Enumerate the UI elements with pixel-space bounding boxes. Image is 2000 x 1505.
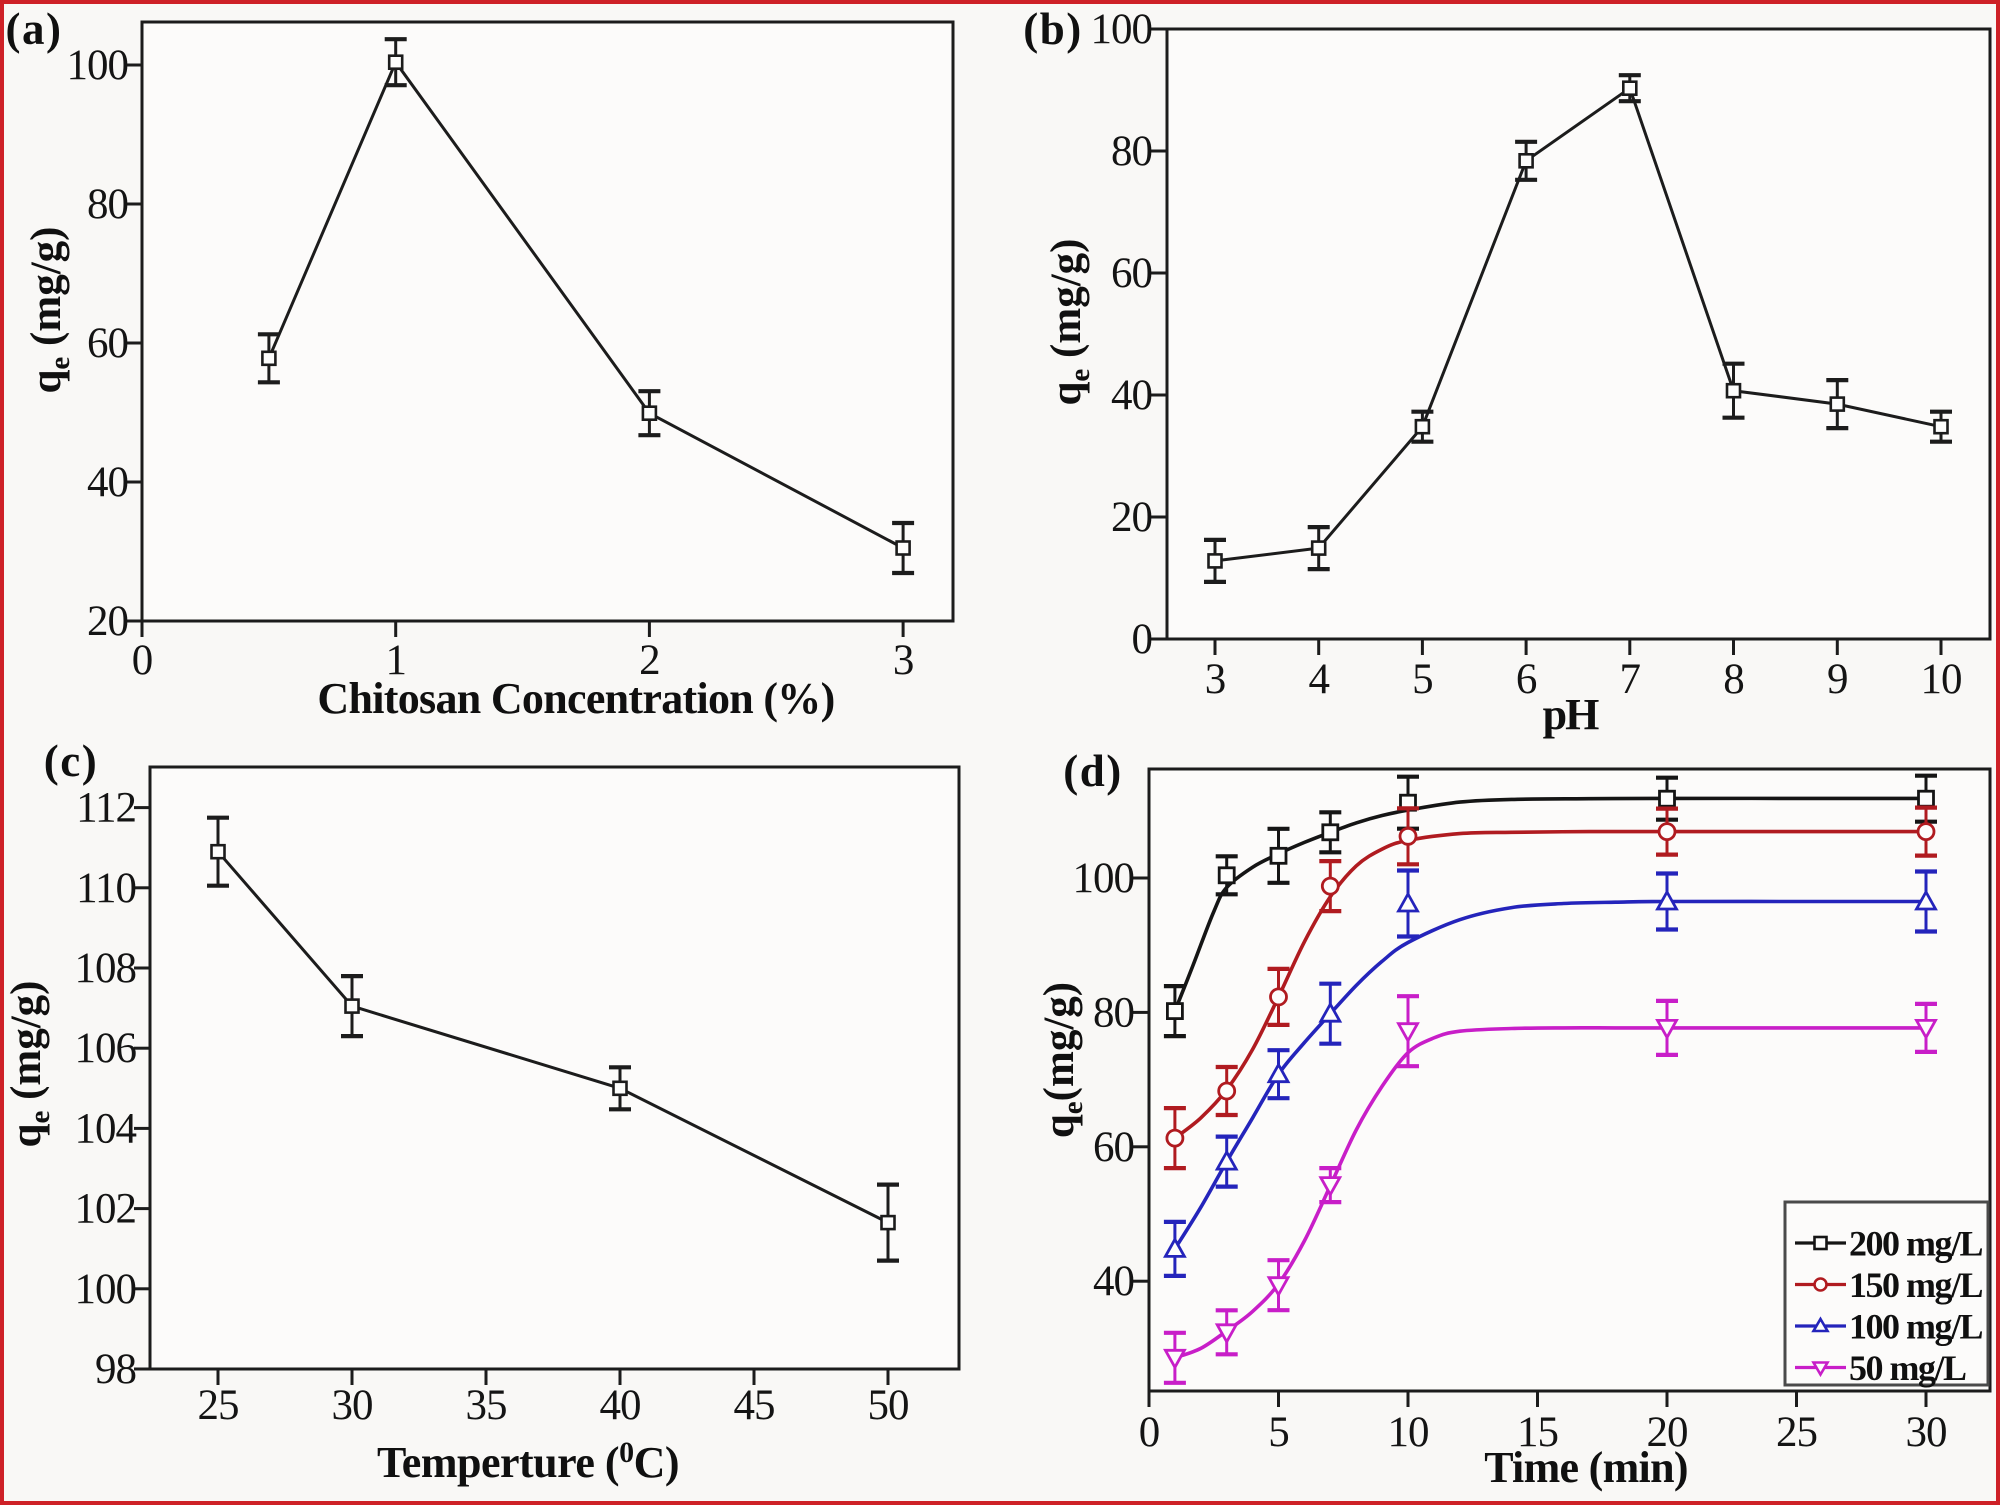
svg-text:4: 4 [1308,656,1329,703]
svg-text:(d): (d) [1063,746,1123,796]
svg-text:7: 7 [1620,656,1641,703]
svg-text:60: 60 [1111,250,1152,297]
svg-text:106: 106 [75,1025,137,1072]
svg-text:108: 108 [75,945,137,992]
svg-text:10: 10 [1921,656,1962,703]
svg-text:80: 80 [1111,128,1152,175]
svg-text:20: 20 [1111,494,1152,541]
svg-text:80: 80 [1093,989,1134,1036]
svg-text:20: 20 [1647,1409,1688,1456]
svg-text:0: 0 [132,637,153,684]
svg-text:50 mg/L: 50 mg/L [1849,1348,1966,1388]
svg-text:100: 100 [1091,6,1153,53]
svg-text:pH: pH [1543,690,1599,739]
svg-text:2: 2 [639,637,660,684]
svg-text:Temperture (0C): Temperture (0C) [377,1436,679,1487]
svg-text:25: 25 [198,1382,239,1429]
svg-text:100: 100 [67,42,129,89]
svg-text:0: 0 [1132,616,1153,663]
svg-text:40: 40 [1111,372,1152,419]
svg-text:3: 3 [893,637,914,684]
svg-text:98: 98 [95,1346,136,1393]
svg-text:qe(mg/g): qe(mg/g) [1036,982,1089,1138]
svg-text:5: 5 [1268,1409,1289,1456]
svg-text:110: 110 [76,865,136,912]
svg-text:8: 8 [1723,656,1744,703]
svg-text:20: 20 [87,598,128,645]
svg-text:6: 6 [1516,656,1537,703]
svg-text:100: 100 [1073,855,1135,902]
svg-text:Chitosan Concentration (%): Chitosan Concentration (%) [317,674,834,723]
svg-text:102: 102 [75,1186,137,1233]
svg-text:qe (mg/g): qe (mg/g) [3,981,56,1148]
svg-text:0: 0 [1139,1409,1160,1456]
svg-text:Time (min): Time (min) [1484,1443,1688,1492]
svg-text:10: 10 [1388,1409,1429,1456]
svg-text:60: 60 [87,320,128,367]
svg-text:200 mg/L: 200 mg/L [1849,1224,1982,1264]
svg-text:40: 40 [1093,1258,1134,1305]
svg-text:40: 40 [87,459,128,506]
svg-text:100 mg/L: 100 mg/L [1849,1307,1982,1347]
svg-text:104: 104 [75,1105,137,1152]
svg-text:25: 25 [1776,1409,1817,1456]
svg-text:(b): (b) [1023,4,1083,54]
svg-text:60: 60 [1093,1124,1134,1171]
svg-text:qe (mg/g): qe (mg/g) [1043,239,1096,406]
svg-text:40: 40 [600,1382,641,1429]
svg-text:5: 5 [1412,656,1433,703]
svg-text:45: 45 [734,1382,775,1429]
svg-text:1: 1 [385,637,406,684]
svg-text:112: 112 [76,785,136,832]
svg-text:9: 9 [1827,656,1848,703]
svg-text:30: 30 [1906,1409,1947,1456]
svg-text:80: 80 [87,181,128,228]
svg-text:(a): (a) [6,4,63,54]
svg-text:3: 3 [1205,656,1226,703]
svg-text:15: 15 [1517,1409,1558,1456]
svg-text:150 mg/L: 150 mg/L [1849,1265,1982,1305]
svg-text:35: 35 [466,1382,507,1429]
svg-text:(c): (c) [44,736,98,786]
svg-text:100: 100 [75,1266,137,1313]
svg-text:50: 50 [868,1382,909,1429]
svg-text:30: 30 [332,1382,373,1429]
